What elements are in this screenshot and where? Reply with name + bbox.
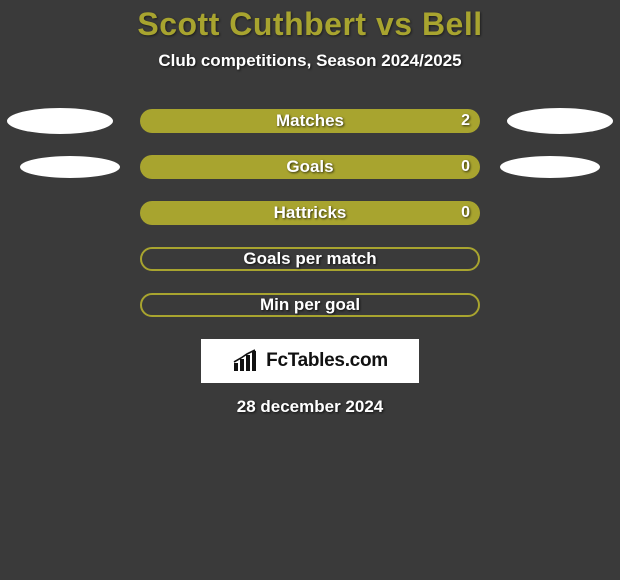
stat-bar: Goals0 [140,155,480,179]
brand-badge: FcTables.com [201,339,419,383]
page-root: Scott Cuthbert vs Bell Club competitions… [0,0,620,580]
brand-text: FcTables.com [266,350,388,372]
stat-bar: Hattricks0 [140,201,480,225]
stat-value: 0 [461,155,470,179]
page-title: Scott Cuthbert vs Bell [0,6,620,43]
stat-row: Hattricks0 [0,201,620,225]
player-badge-right [500,156,600,178]
stat-bar: Min per goal [140,293,480,317]
player-badge-left [20,156,120,178]
stat-bar: Matches2 [140,109,480,133]
player-badge-right [507,108,613,134]
stat-label: Goals [140,157,480,177]
player-badge-left [7,108,113,134]
stat-label: Min per goal [142,295,478,315]
stat-value: 2 [461,109,470,133]
stat-row: Matches2 [0,109,620,133]
page-date: 28 december 2024 [0,397,620,417]
stat-row: Min per goal [0,293,620,317]
stat-rows: Matches2Goals0Hattricks0Goals per matchM… [0,109,620,317]
bar-chart-icon [232,349,260,373]
stat-value: 0 [461,201,470,225]
page-subtitle: Club competitions, Season 2024/2025 [0,51,620,71]
stat-label: Hattricks [140,203,480,223]
stat-row: Goals0 [0,155,620,179]
stat-bar: Goals per match [140,247,480,271]
stat-row: Goals per match [0,247,620,271]
stat-label: Goals per match [142,249,478,269]
stat-label: Matches [140,111,480,131]
